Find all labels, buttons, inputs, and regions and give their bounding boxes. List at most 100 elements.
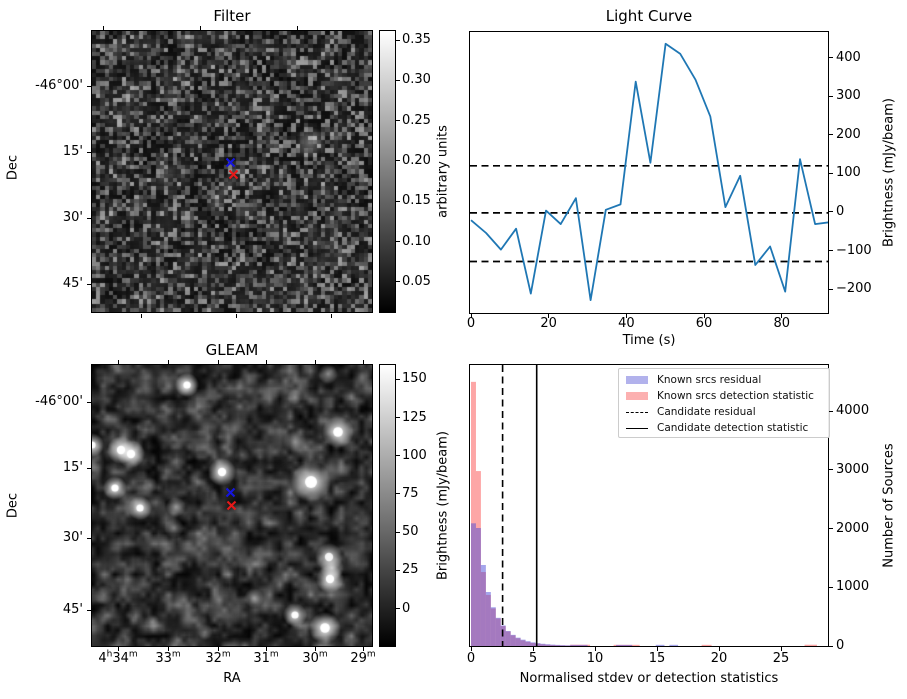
tick-label: 0.05 [402, 273, 431, 289]
solid-line-swatch [626, 427, 648, 429]
histogram-x-axis-label: Normalised stdev or detection statistics [519, 671, 779, 686]
tick-mark [265, 360, 267, 364]
brightness-axis-label: Brightness (mJy/beam) [881, 98, 897, 247]
hist-bar [480, 564, 486, 646]
light-curve-title: Light Curve [605, 7, 693, 25]
tick-mark [470, 314, 472, 318]
hist-bar [475, 528, 481, 646]
tick-mark [235, 314, 237, 318]
dashed-line-swatch [626, 411, 648, 413]
tick-label: 125 [402, 409, 427, 425]
tick-label: −200 [836, 281, 872, 297]
tick-label: 10 [586, 651, 604, 666]
tick-label: 25 [402, 562, 419, 578]
legend-label: Candidate detection statistic [657, 422, 809, 434]
tick-label: 150 [402, 371, 427, 387]
tick-label: 0 [466, 316, 476, 331]
tick-mark [703, 314, 705, 318]
tick-mark [396, 569, 400, 571]
filter-title: Filter [213, 7, 251, 25]
tick-label: 0.20 [402, 152, 431, 168]
tick-label: 0.35 [402, 32, 431, 47]
tick-label: 0.15 [402, 193, 431, 209]
legend-label: Known srcs residual [657, 374, 762, 386]
tick-mark [829, 134, 833, 136]
tick-label: 30' [62, 530, 83, 545]
tick-mark [330, 314, 332, 318]
tick-mark [396, 417, 400, 418]
legend-row-candidate-detection: Candidate detection statistic [619, 420, 829, 436]
tick-mark [140, 314, 142, 318]
hist-bar [505, 631, 511, 646]
filter-image [92, 31, 372, 312]
hist-bar [471, 523, 476, 646]
tick-mark [87, 537, 91, 539]
tick-mark [829, 211, 833, 213]
hist-bar [485, 592, 491, 646]
legend-row-known-residual: Known srcs residual [619, 372, 829, 388]
tick-mark [396, 39, 400, 41]
tick-label: 300 [836, 88, 861, 104]
tick-label: 0 [836, 638, 845, 653]
tick-mark [117, 360, 119, 364]
tick-mark [87, 151, 91, 153]
tick-mark [829, 95, 833, 97]
tick-label: 0 [466, 651, 476, 666]
legend-row-known-detection: Known srcs detection statistic [619, 388, 829, 404]
hist-bar [530, 642, 536, 646]
tick-mark [829, 57, 833, 58]
candidate-marker-red [228, 169, 238, 180]
tick-mark [265, 647, 267, 651]
tick-mark [396, 241, 400, 243]
tick-mark [625, 314, 627, 318]
tick-label: 3000 [836, 461, 870, 477]
tick-label: 4h34m [98, 649, 138, 666]
tick-mark [829, 250, 833, 251]
hist-bar [550, 644, 556, 646]
tick-label: 2000 [836, 520, 870, 536]
tick-mark [217, 647, 219, 651]
tick-mark [718, 647, 720, 651]
tick-label: 20 [540, 316, 557, 331]
hist-bar [495, 617, 501, 646]
tick-mark [780, 647, 782, 651]
tick-label: 15 [648, 651, 666, 666]
legend-label: Known srcs detection statistic [657, 390, 814, 402]
tick-mark [87, 85, 91, 87]
gleam-colorbar [379, 364, 396, 647]
tick-mark [87, 609, 91, 611]
tick-label: 0 [402, 600, 411, 616]
tick-mark [829, 586, 833, 588]
tick-mark [87, 217, 91, 219]
tick-label: 29m [350, 649, 376, 666]
tick-mark [829, 469, 833, 471]
tick-mark [117, 647, 119, 651]
legend: Known srcs residual Known srcs detection… [618, 368, 830, 438]
hist-bar [515, 637, 521, 646]
hist-tail-bar [804, 644, 817, 646]
tick-label: 0.25 [402, 112, 431, 128]
tick-mark [781, 314, 783, 318]
filter-axes [91, 30, 373, 313]
tick-label: -46°00' [35, 394, 83, 409]
hist-bar [565, 645, 571, 646]
tick-mark [829, 172, 833, 174]
tick-label: 400 [836, 49, 861, 65]
legend-label: Candidate residual [657, 406, 756, 418]
tick-mark [102, 26, 104, 30]
hist-bar [560, 645, 566, 646]
tick-mark [829, 528, 833, 530]
tick-label: 80 [773, 316, 790, 331]
tick-mark [217, 360, 219, 364]
light-curve-line [470, 42, 828, 302]
tick-mark [87, 467, 91, 469]
hist-bar [510, 634, 516, 646]
hist-bar [490, 607, 496, 646]
tick-label: 100 [402, 447, 427, 463]
tick-mark [396, 531, 400, 533]
hist-bar [535, 643, 541, 646]
light-curve-axes [469, 31, 829, 314]
tick-label: 0.30 [402, 72, 431, 88]
tick-mark [314, 647, 316, 651]
